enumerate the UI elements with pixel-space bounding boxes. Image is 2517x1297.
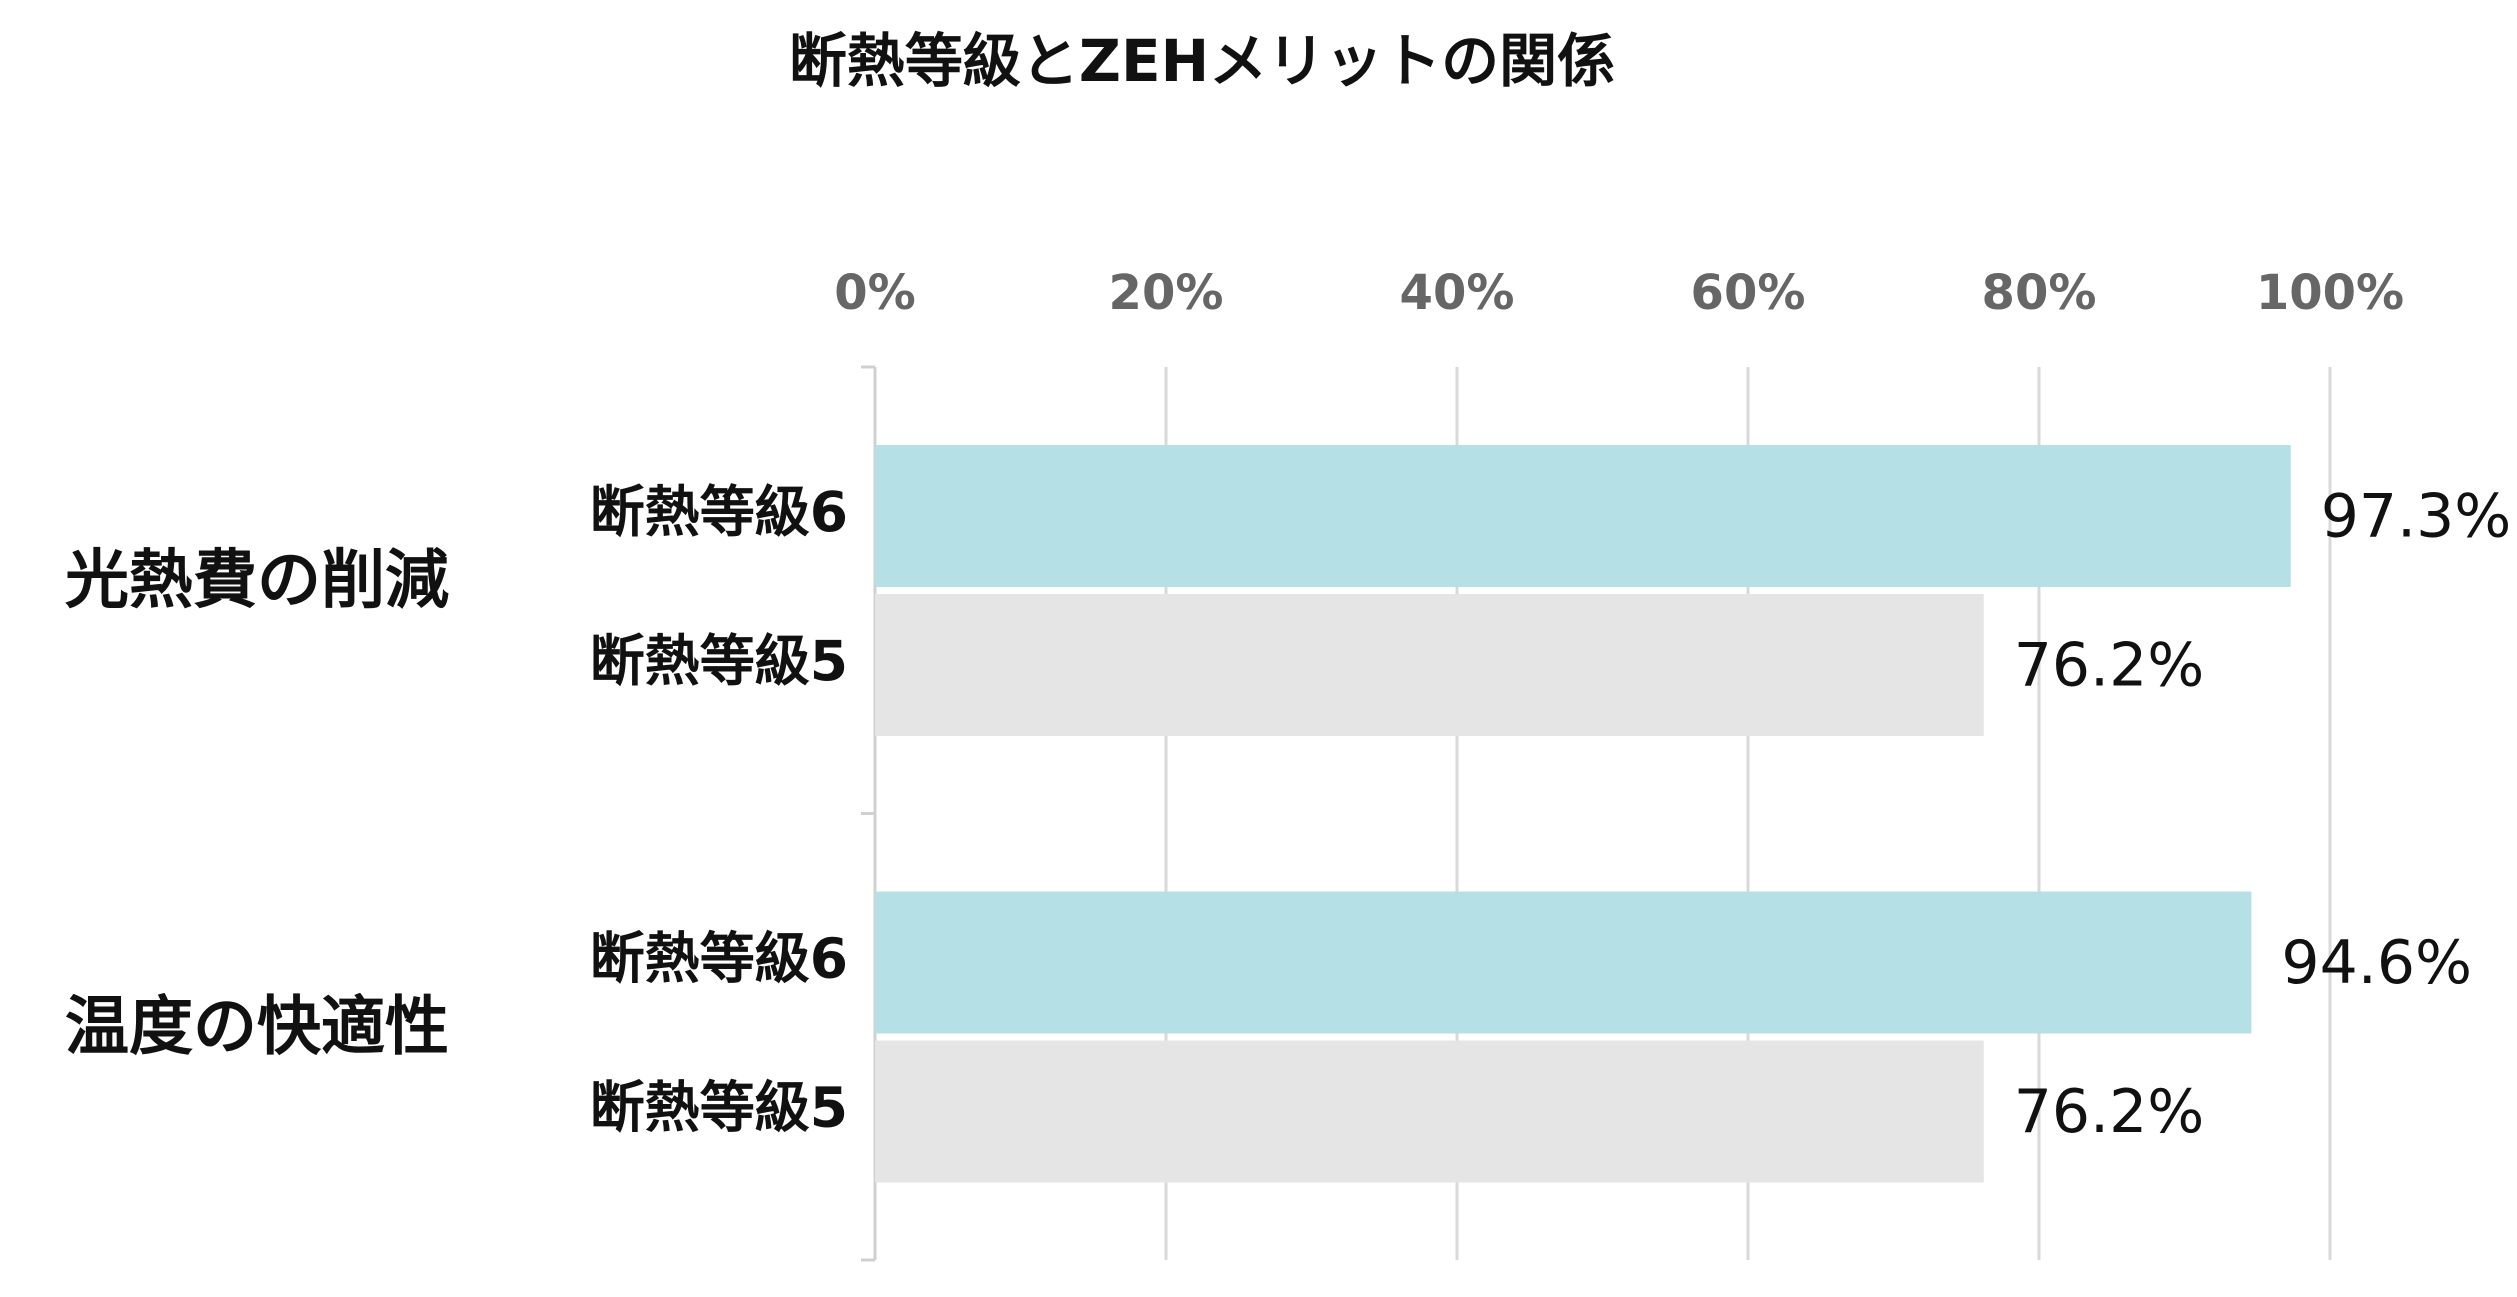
bar bbox=[875, 891, 2252, 1034]
x-tick-label: 20% bbox=[1109, 265, 1224, 321]
category-label: 温度の快適性 bbox=[65, 990, 449, 1064]
series-label: 断熱等級6 bbox=[590, 480, 848, 544]
x-tick-label: 60% bbox=[1691, 265, 1806, 321]
bar bbox=[875, 445, 2291, 587]
series-label: 断熱等級6 bbox=[590, 927, 848, 991]
bar bbox=[875, 594, 1984, 736]
chart-title: 断熱等級とZEHメリットの関係 bbox=[789, 27, 1615, 95]
value-label: 76.2% bbox=[2014, 631, 2205, 701]
category-label: 光熱費の削減 bbox=[65, 544, 449, 618]
value-label: 94.6% bbox=[2281, 928, 2472, 998]
x-tick-label: 100% bbox=[2256, 265, 2404, 321]
x-tick-label: 40% bbox=[1400, 265, 1515, 321]
bar bbox=[875, 1040, 1984, 1183]
value-label: 97.3% bbox=[2321, 482, 2512, 552]
series-label: 断熱等級5 bbox=[590, 1076, 848, 1140]
value-label: 76.2% bbox=[2014, 1077, 2205, 1147]
x-tick-label: 80% bbox=[1982, 265, 2097, 321]
series-label: 断熱等級5 bbox=[590, 629, 848, 693]
x-tick-label: 0% bbox=[834, 265, 916, 321]
